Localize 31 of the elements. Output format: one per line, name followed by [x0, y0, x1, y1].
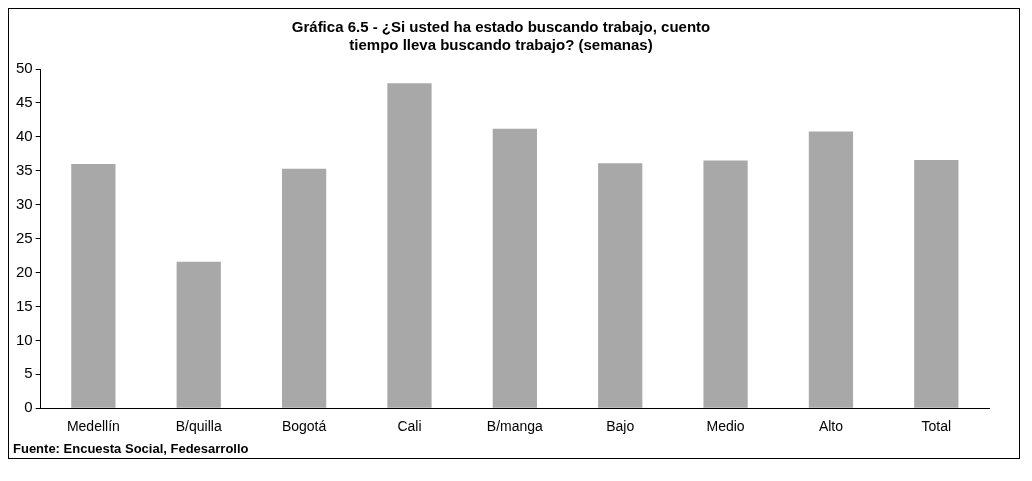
y-tick-label: 40 [16, 126, 33, 144]
bar [808, 131, 854, 408]
x-tick-label: Bajo [606, 418, 635, 435]
y-tick-label: 10 [16, 330, 33, 348]
x-tick-label: B/manga [486, 418, 544, 435]
x-tick-label: Bogotá [281, 418, 327, 435]
bar [176, 261, 221, 408]
bar [387, 83, 432, 408]
y-tick-label: 35 [16, 160, 33, 178]
y-tick-label: 0 [24, 398, 33, 416]
y-tick-label: 20 [16, 262, 33, 280]
x-tick-label: Cali [397, 418, 422, 435]
y-tick-label: 5 [24, 364, 33, 382]
source-note: Fuente: Encuesta Social, Fedesarrollo [12, 440, 250, 458]
x-tick-label: Medellín [66, 418, 120, 435]
y-tick-label: 45 [16, 93, 33, 111]
y-tick-label: 50 [16, 59, 33, 77]
bar [914, 159, 959, 408]
bar [281, 168, 327, 408]
bar [598, 163, 643, 408]
y-tick-label: 25 [16, 228, 33, 246]
x-tick-label: Total [921, 418, 952, 435]
x-tick-label: Medio [706, 418, 745, 435]
chart-title: Gráfica 6.5 - ¿Si usted ha estado buscando trabajo, cuento tiempo lleva buscando trabajo? (semanas) [291, 18, 711, 54]
x-tick-label: Alto [818, 418, 844, 435]
x-tick-label: B/quilla [175, 418, 222, 435]
bar [71, 163, 116, 408]
bar [492, 128, 537, 408]
bar [703, 160, 748, 408]
y-tick-label: 15 [16, 296, 33, 314]
y-tick-label: 30 [16, 194, 33, 212]
